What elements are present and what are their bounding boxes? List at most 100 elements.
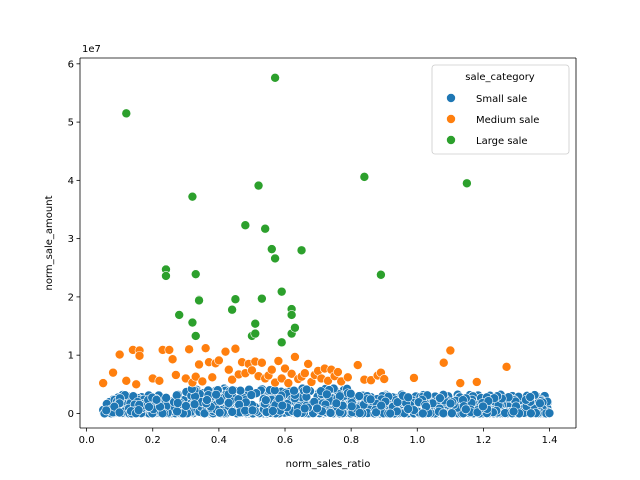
y-tick-label: 1 (68, 351, 74, 362)
point-small-sale (289, 385, 299, 396)
point-medium-sale (276, 373, 287, 384)
point-large-sale (257, 293, 267, 304)
point-small-sale (526, 408, 536, 419)
point-large-sale (260, 223, 270, 234)
legend-label-medium-sale: Medium sale (476, 115, 539, 126)
point-large-sale (270, 73, 280, 83)
point-medium-sale (283, 378, 294, 388)
point-small-sale (461, 404, 471, 415)
x-tick-label: 1.4 (542, 435, 558, 446)
point-small-sale (211, 389, 221, 400)
point-medium-sale (471, 377, 482, 387)
point-small-sale (403, 404, 413, 414)
point-small-sale (172, 406, 182, 417)
point-medium-sale (438, 357, 449, 368)
y-offset-label: 1e7 (82, 44, 101, 55)
point-medium-sale (171, 370, 181, 380)
point-medium-sale (455, 378, 466, 388)
point-medium-sale (134, 350, 145, 361)
point-small-sale (354, 408, 365, 418)
point-medium-sale (352, 360, 363, 370)
point-medium-sale (214, 355, 224, 366)
x-tick-label: 0.8 (343, 435, 359, 446)
point-small-sale (299, 403, 310, 414)
point-medium-sale (220, 346, 231, 357)
point-medium-sale (200, 343, 211, 353)
point-medium-sale (194, 359, 204, 370)
point-large-sale (250, 328, 261, 339)
point-medium-sale (207, 372, 218, 383)
point-large-sale (121, 108, 132, 119)
point-large-sale (359, 172, 370, 182)
point-large-sale (240, 220, 251, 231)
point-medium-sale (501, 362, 512, 372)
point-small-sale (535, 398, 545, 409)
point-medium-sale (286, 369, 297, 379)
point-small-sale (508, 406, 519, 417)
point-small-sale (435, 393, 445, 403)
y-tick-label: 2 (68, 292, 74, 303)
point-small-sale (151, 395, 162, 405)
point-medium-sale (131, 379, 142, 390)
point-medium-sale (366, 375, 376, 386)
point-small-sale (268, 406, 278, 416)
point-large-sale (187, 317, 198, 328)
point-large-sale (266, 244, 277, 254)
y-axis-title: norm_sale_amount (44, 195, 55, 290)
y-tick-label: 3 (68, 234, 74, 245)
point-large-sale (230, 294, 241, 305)
point-medium-sale (190, 371, 201, 382)
point-small-sale (261, 395, 271, 405)
y-tick-label: 4 (68, 176, 74, 187)
legend-label-small-sale: Small sale (476, 94, 527, 105)
point-large-sale (296, 245, 307, 256)
ticks: 0.0 0.2 0.4 0.6 0.8 1.0 1.2 1.4 0 1 2 3 4 5 6 (68, 59, 558, 446)
point-large-sale (253, 180, 264, 191)
y-tick-label: 6 (68, 59, 74, 70)
point-small-sale (247, 405, 258, 416)
point-medium-sale (114, 349, 125, 360)
point-medium-sale (409, 373, 419, 383)
point-small-sale (144, 402, 154, 412)
point-small-sale (371, 407, 381, 418)
legend-label-large-sale: Large sale (476, 136, 528, 147)
point-small-sale (392, 397, 403, 407)
x-tick-label: 0.0 (79, 435, 95, 446)
point-small-sale (376, 400, 386, 411)
point-medium-sale (197, 376, 208, 387)
point-small-sale (322, 389, 332, 400)
point-medium-sale (121, 375, 132, 386)
point-large-sale (174, 310, 184, 320)
axes (79, 57, 577, 429)
point-small-sale (544, 408, 555, 418)
point-medium-sale (379, 374, 390, 384)
point-medium-sale (273, 356, 284, 366)
x-tick-label: 0.2 (145, 435, 161, 446)
point-medium-sale (266, 364, 277, 375)
legend-title: sale_category (465, 72, 535, 83)
point-small-sale (385, 408, 396, 419)
points-layer (98, 73, 555, 419)
point-small-sale (472, 407, 483, 418)
point-large-sale (286, 310, 297, 320)
point-large-sale (290, 322, 300, 333)
point-medium-sale (167, 354, 178, 365)
point-large-sale (187, 191, 198, 202)
point-medium-sale (108, 367, 118, 378)
legend-marker-medium-sale (446, 114, 456, 124)
point-medium-sale (164, 345, 175, 355)
point-large-sale (250, 318, 261, 329)
point-small-sale (202, 395, 212, 405)
point-small-sale (114, 407, 125, 418)
point-small-sale (181, 401, 191, 411)
x-axis-title: norm_sales_ratio (286, 459, 371, 470)
point-medium-sale (445, 345, 456, 356)
point-small-sale (235, 385, 246, 396)
point-medium-sale (227, 374, 237, 385)
point-medium-sale (323, 375, 333, 386)
point-large-sale (227, 304, 237, 315)
point-small-sale (189, 399, 200, 410)
point-small-sale (331, 398, 342, 409)
point-small-sale (345, 388, 356, 399)
